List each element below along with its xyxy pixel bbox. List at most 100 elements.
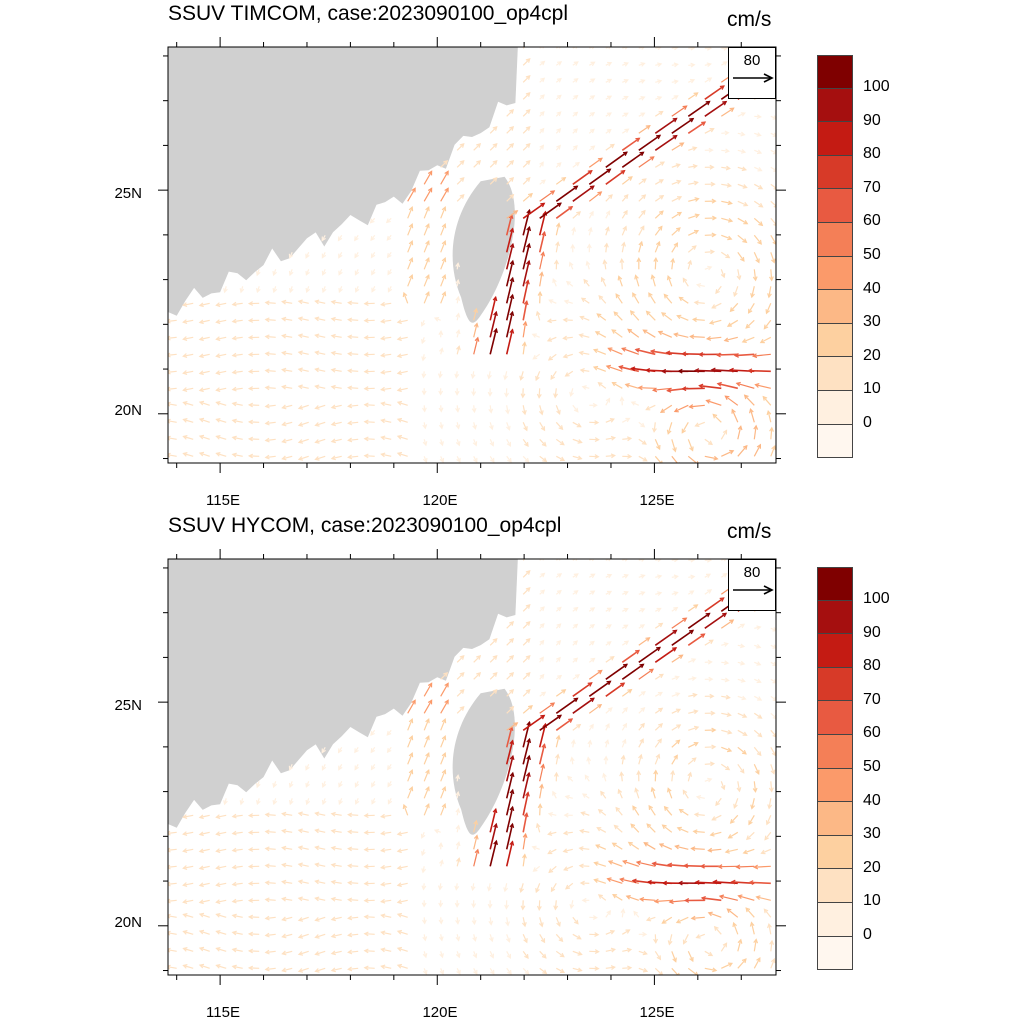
velocity-arrow [407, 786, 414, 799]
velocity-arrow [654, 194, 665, 202]
velocity-arrow [522, 791, 530, 816]
velocity-arrow [321, 798, 327, 806]
velocity-arrow [748, 880, 771, 886]
velocity-arrow [330, 367, 342, 373]
velocity-arrow [736, 781, 742, 793]
velocity-arrow [380, 318, 392, 324]
velocity-arrow [455, 917, 460, 925]
velocity-arrow [522, 704, 533, 714]
velocity-arrow [539, 94, 545, 100]
velocity-arrow [297, 367, 309, 373]
velocity-arrow [539, 950, 547, 959]
velocity-arrow [671, 95, 679, 100]
velocity-arrow [347, 966, 359, 972]
velocity-arrow [589, 932, 600, 937]
velocity-arrow [770, 957, 776, 969]
velocity-arrow [456, 655, 465, 663]
velocity-arrow [605, 909, 612, 918]
velocity-arrow [682, 934, 689, 945]
velocity-arrow [572, 169, 593, 185]
velocity-arrow [690, 915, 705, 921]
velocity-arrow [613, 311, 623, 321]
colorbar-label: 70 [863, 690, 881, 708]
velocity-arrow [564, 794, 573, 800]
velocity-arrow [555, 162, 562, 168]
velocity-arrow [638, 178, 647, 185]
velocity-arrow [742, 848, 755, 855]
velocity-arrow [380, 847, 392, 853]
velocity-arrow [407, 187, 416, 202]
velocity-arrow [198, 848, 210, 854]
velocity-arrow [198, 370, 210, 376]
velocity-arrow [753, 443, 761, 457]
velocity-arrow [704, 559, 713, 563]
velocity-arrow [489, 951, 494, 959]
velocity-arrow [347, 829, 359, 835]
velocity-arrow [440, 718, 447, 731]
velocity-arrow [396, 434, 408, 440]
timcom-panel: SSUV TIMCOM, case:2023090100_op4cpl cm/s… [114, 2, 889, 509]
lon-label-125e: 125E [639, 492, 675, 509]
velocity-arrow [622, 859, 639, 867]
velocity-arrow [572, 438, 583, 444]
velocity-arrow [555, 222, 561, 236]
velocity-arrow [605, 61, 613, 67]
velocity-arrow [471, 900, 477, 909]
colorbar-label: 0 [863, 414, 872, 431]
velocity-arrow [489, 655, 498, 663]
velocity-arrow [753, 200, 764, 208]
velocity-arrow [297, 404, 309, 410]
velocity-arrow [721, 449, 735, 457]
velocity-arrow [198, 865, 210, 871]
velocity-arrow [522, 455, 530, 463]
velocity-arrow [715, 797, 722, 807]
velocity-arrow [215, 302, 227, 308]
velocity-arrow [182, 831, 194, 836]
velocity-arrow [330, 896, 342, 902]
velocity-arrow [522, 92, 531, 100]
velocity-arrow [305, 286, 311, 294]
velocity-arrow [396, 336, 408, 342]
velocity-arrow [555, 734, 561, 748]
velocity-arrow [536, 388, 542, 399]
velocity-arrow [688, 164, 698, 169]
velocity-arrow [643, 842, 656, 850]
velocity-arrow [615, 806, 623, 816]
velocity-arrow [638, 574, 646, 579]
velocity-arrow [314, 862, 326, 868]
velocity-arrow [423, 206, 430, 219]
colorbar-label: 10 [863, 380, 881, 398]
velocity-arrow [678, 296, 689, 304]
velocity-arrow [695, 283, 705, 288]
velocity-arrow [597, 382, 607, 389]
velocity-arrow [687, 455, 699, 463]
velocity-arrow [737, 678, 746, 683]
colorbar [817, 567, 853, 971]
velocity-arrow [619, 257, 625, 270]
lat-label-25n: 25N [114, 697, 142, 714]
velocity-arrow [687, 757, 697, 765]
velocity-arrow [531, 845, 540, 851]
velocity-arrow [256, 798, 261, 806]
velocity-arrow [347, 437, 359, 443]
velocity-arrow [658, 843, 673, 850]
velocity-arrow [622, 436, 633, 442]
velocity-arrow [602, 772, 607, 782]
velocity-arrow [555, 405, 561, 415]
taiwan [452, 688, 515, 835]
velocity-arrow [421, 849, 426, 857]
velocity-arrow [572, 211, 582, 219]
velocity-arrow [572, 674, 581, 680]
velocity-arrow [198, 963, 210, 969]
velocity-arrow [281, 384, 293, 390]
velocity-arrow [314, 404, 326, 410]
velocity-arrow [583, 278, 590, 287]
velocity-arrow [704, 62, 712, 68]
velocity-arrow [671, 439, 677, 453]
velocity-arrow [472, 934, 477, 942]
velocity-arrow [198, 831, 210, 837]
velocity-arrow [539, 933, 546, 944]
velocity-arrow [750, 286, 755, 299]
velocity-arrow [712, 413, 722, 423]
velocity-arrow [747, 368, 771, 374]
